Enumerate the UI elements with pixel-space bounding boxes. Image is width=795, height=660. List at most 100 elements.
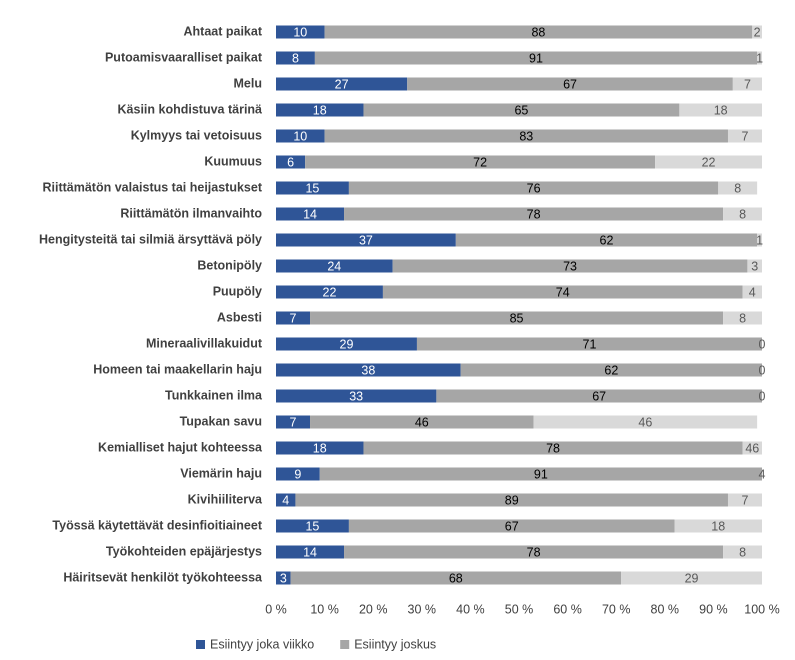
- data-label: 73: [563, 259, 577, 273]
- legend-label: Esiintyy joskus: [354, 637, 436, 651]
- bar-segment: [392, 259, 748, 273]
- data-label: 0: [759, 337, 766, 351]
- bar-segment: [324, 25, 753, 39]
- x-tick-label: 10 %: [310, 602, 339, 616]
- data-label: 22: [323, 285, 337, 299]
- data-label: 74: [556, 285, 570, 299]
- data-label: 7: [290, 415, 297, 429]
- bar-segment: [324, 129, 728, 143]
- data-label: 89: [505, 493, 519, 507]
- bar-segment: [276, 363, 461, 377]
- bar-segment: [348, 519, 675, 533]
- data-label: 18: [711, 519, 725, 533]
- bar-segment: [276, 103, 364, 117]
- data-label: 85: [510, 311, 524, 325]
- data-label: 1: [756, 51, 763, 65]
- x-tick-label: 100 %: [744, 602, 779, 616]
- bar-segment: [407, 77, 733, 91]
- legend-swatch: [196, 640, 205, 649]
- category-label: Riittämätön ilmanvaihto: [120, 206, 262, 220]
- data-label: 91: [529, 51, 543, 65]
- bar-segment: [732, 77, 762, 91]
- category-label: Tunkkainen ilma: [165, 388, 263, 402]
- bar-segment: [344, 545, 724, 559]
- data-label: 67: [592, 389, 606, 403]
- bar-segment: [276, 129, 325, 143]
- bar-segment: [723, 311, 762, 325]
- bar-segment: [723, 207, 762, 221]
- bar-segment: [363, 103, 680, 117]
- x-tick-label: 50 %: [505, 602, 534, 616]
- bar-segment: [276, 155, 306, 169]
- data-label: 46: [638, 415, 652, 429]
- data-label: 15: [305, 519, 319, 533]
- category-label: Työssä käytettävät desinfioitiaineet: [52, 518, 262, 532]
- category-label: Kuumuus: [204, 154, 262, 168]
- bar-segment: [742, 441, 762, 455]
- category-label: Asbesti: [217, 310, 262, 324]
- category-label: Käsiin kohdistuva tärinä: [118, 102, 263, 116]
- legend-swatch: [340, 640, 350, 649]
- category-label: Puupöly: [213, 284, 262, 298]
- data-label: 18: [714, 103, 728, 117]
- data-label: 29: [685, 571, 699, 585]
- plot-area: [276, 25, 762, 585]
- data-label: 91: [534, 467, 548, 481]
- data-label: 8: [739, 311, 746, 325]
- data-label: 1: [756, 233, 763, 247]
- bar-segment: [679, 103, 762, 117]
- data-label: 8: [739, 207, 746, 221]
- bar-segment: [416, 337, 762, 351]
- bar-segment: [348, 181, 719, 195]
- data-label: 8: [292, 51, 299, 65]
- bar-segment: [276, 571, 291, 585]
- bar-segment: [276, 467, 320, 481]
- data-label: 67: [563, 77, 577, 91]
- category-label: Betonipöly: [197, 258, 262, 272]
- category-label: Kemialliset hajut kohteessa: [98, 440, 263, 454]
- legend-label: Esiintyy joka viikko: [210, 637, 314, 651]
- data-label: 22: [702, 155, 716, 169]
- data-label: 4: [749, 285, 756, 299]
- bar-segment: [742, 285, 762, 299]
- x-tick-label: 80 %: [651, 602, 680, 616]
- bar-segment: [276, 441, 364, 455]
- data-label: 78: [546, 441, 560, 455]
- bar-segment: [436, 389, 762, 403]
- data-label: 7: [744, 77, 751, 91]
- data-label: 18: [313, 103, 327, 117]
- bar-segment: [727, 493, 762, 507]
- bar-segment: [363, 441, 743, 455]
- data-label: 0: [759, 389, 766, 403]
- category-label: Melu: [234, 76, 262, 90]
- category-label: Riittämätön valaistus tai heijastukset: [42, 180, 262, 194]
- bar-segment: [621, 571, 762, 585]
- data-label: 14: [303, 545, 317, 559]
- bar-segment: [276, 545, 345, 559]
- bar-segment: [344, 207, 724, 221]
- bar-segment: [276, 181, 349, 195]
- bar-segment: [455, 233, 758, 247]
- bar-segment: [460, 363, 762, 377]
- data-label: 18: [313, 441, 327, 455]
- category-label: Työkohteiden epäjärjestys: [106, 544, 262, 558]
- x-tick-label: 90 %: [699, 602, 728, 616]
- bar-segment: [295, 493, 728, 507]
- bar-segment: [276, 311, 311, 325]
- bar-segment: [382, 285, 743, 299]
- x-tick-label: 20 %: [359, 602, 388, 616]
- data-label: 7: [742, 129, 749, 143]
- bar-segment: [276, 519, 349, 533]
- bar-segment: [757, 233, 762, 247]
- category-label: Kylmyys tai vetoisuus: [131, 128, 262, 142]
- bar-segment: [752, 25, 762, 39]
- bar-segment: [533, 415, 758, 429]
- data-label: 67: [505, 519, 519, 533]
- bar-segment: [718, 181, 758, 195]
- data-label: 62: [604, 363, 618, 377]
- data-label: 9: [294, 467, 301, 481]
- bar-segment: [310, 311, 724, 325]
- bar-segment: [276, 25, 325, 39]
- data-label: 38: [361, 363, 375, 377]
